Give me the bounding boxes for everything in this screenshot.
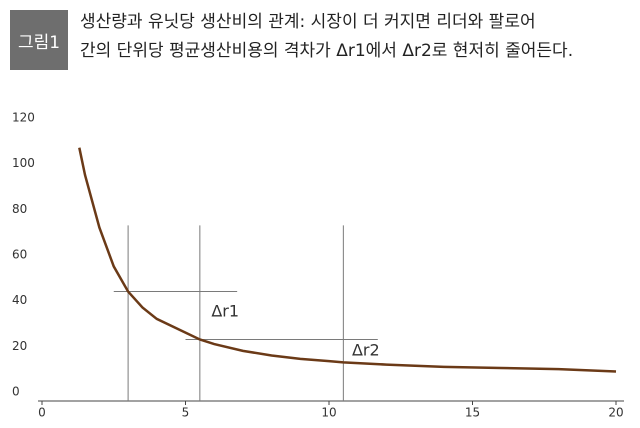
y-tick-label: 100 xyxy=(12,156,35,170)
y-tick-label: 40 xyxy=(12,293,27,307)
x-tick-label: 0 xyxy=(38,406,46,420)
x-tick-label: 5 xyxy=(182,406,190,420)
y-tick-label: 0 xyxy=(12,385,20,399)
x-tick-label: 20 xyxy=(608,406,623,420)
x-tick-label: 10 xyxy=(321,406,336,420)
y-tick-label: 80 xyxy=(12,202,27,216)
y-tick-label: 60 xyxy=(12,248,27,262)
annotation: Δr2 xyxy=(352,340,380,359)
y-tick-label: 20 xyxy=(12,339,27,353)
annotation: Δr1 xyxy=(211,302,239,321)
x-tick-label: 15 xyxy=(465,406,480,420)
y-tick-label: 120 xyxy=(12,111,35,125)
figure-label: 그림1 xyxy=(10,10,68,70)
chart-title: 생산량과 유닛당 생산비의 관계: 시장이 더 커지면 리더와 팔로어 간의 단… xyxy=(80,8,635,66)
title-line: 생산량과 유닛당 생산비의 관계: 시장이 더 커지면 리더와 팔로어 xyxy=(80,12,536,32)
data-line xyxy=(78,147,617,373)
title-line: 간의 단위당 평균생산비용의 격차가 Δr1에서 Δr2로 현저히 줄어든다. xyxy=(80,41,574,61)
